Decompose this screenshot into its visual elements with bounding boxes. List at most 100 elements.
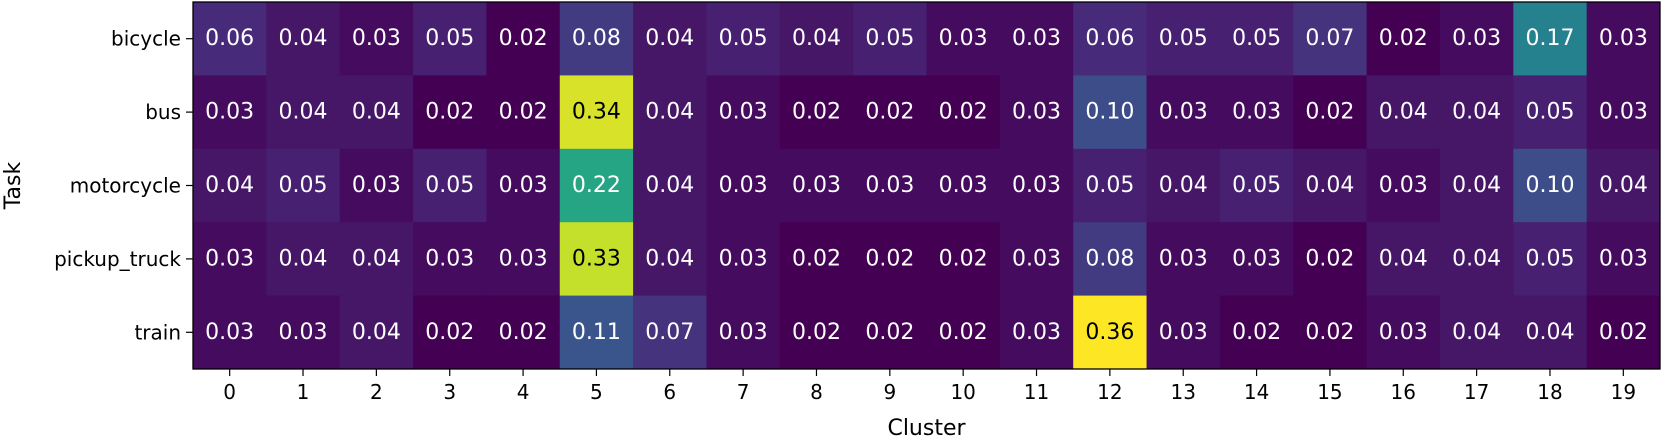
cell-value-label: 0.05: [279, 173, 328, 198]
heatmap-cell: [559, 222, 634, 297]
heatmap-cell: [486, 148, 561, 223]
heatmap-cell: [1439, 2, 1514, 76]
heatmap-cell: [1513, 148, 1588, 223]
heatmap-cell: [999, 2, 1074, 76]
cell-value-label: 0.08: [1085, 246, 1134, 271]
cell-value-label: 0.22: [572, 173, 621, 198]
cell-value-label: 0.03: [792, 173, 841, 198]
cell-value-label: 0.04: [1452, 100, 1501, 125]
cell-value-label: 0.10: [1525, 173, 1574, 198]
heatmap-cell: [1293, 75, 1368, 150]
cell-value-label: 0.04: [1159, 173, 1208, 198]
heatmap-cell: [633, 148, 707, 223]
cell-value-label: 0.03: [1012, 320, 1061, 345]
heatmap-cell: [853, 222, 927, 297]
heatmap-cell: [1366, 295, 1441, 370]
heatmap-cell: [1513, 222, 1588, 297]
x-tick-label: 15: [1317, 380, 1342, 404]
cell-value-label: 0.03: [719, 100, 768, 125]
cell-value-label: 0.04: [1379, 100, 1428, 125]
cell-value-label: 0.04: [279, 100, 328, 125]
cell-value-label: 0.04: [1305, 173, 1354, 198]
x-axis-title: Cluster: [887, 416, 966, 439]
cell-value-label: 0.02: [425, 320, 474, 345]
x-tick-label: 6: [663, 380, 676, 404]
heatmap-cell: [266, 222, 341, 297]
x-tick-label: 19: [1611, 380, 1636, 404]
heatmap-cell: [559, 75, 634, 150]
cell-value-label: 0.17: [1525, 26, 1574, 51]
cell-value-label: 0.02: [939, 246, 988, 271]
heatmap-cell: [633, 295, 707, 370]
cell-value-label: 0.05: [1159, 26, 1208, 51]
x-tick-label: 13: [1170, 380, 1195, 404]
cell-value-label: 0.04: [352, 100, 401, 125]
heatmap-cell: [413, 222, 487, 297]
cell-value-label: 0.02: [865, 246, 914, 271]
cell-value-label: 0.02: [865, 100, 914, 125]
y-tick-label: train: [134, 320, 181, 344]
heatmap-cell: [1073, 2, 1148, 76]
heatmap-cell: [1293, 2, 1368, 76]
heatmap-cell: [559, 148, 634, 223]
cell-value-label: 0.02: [939, 100, 988, 125]
heatmap-cell: [486, 2, 561, 76]
heatmap-cell: [1439, 148, 1514, 223]
cell-value-label: 0.33: [572, 246, 621, 271]
cell-value-label: 0.03: [205, 320, 254, 345]
heatmap-cell: [193, 148, 267, 223]
heatmap-cell: [706, 2, 781, 76]
heatmap-cell: [853, 2, 927, 76]
heatmap-cell: [633, 2, 707, 76]
heatmap-cell: [486, 222, 561, 297]
heatmap-cell: [1439, 222, 1514, 297]
cell-value-label: 0.02: [1232, 320, 1281, 345]
x-tick-label: 14: [1244, 380, 1269, 404]
heatmap-cell: [486, 295, 561, 370]
cell-value-label: 0.10: [1085, 100, 1134, 125]
heatmap-cell: [193, 295, 267, 370]
cell-value-label: 0.03: [1599, 26, 1648, 51]
cell-value-label: 0.03: [939, 26, 988, 51]
heatmap-cell: [193, 222, 267, 297]
heatmap-cell: [1366, 222, 1441, 297]
x-tick-label: 2: [370, 380, 383, 404]
heatmap-cell: [559, 295, 634, 370]
heatmap-cell: [1073, 75, 1148, 150]
cell-value-label: 0.03: [1379, 173, 1428, 198]
cell-value-label: 0.03: [425, 246, 474, 271]
heatmap-cell: [413, 75, 487, 150]
cell-value-label: 0.03: [719, 173, 768, 198]
heatmap-cell: [779, 148, 854, 223]
x-tick-label: 5: [590, 380, 603, 404]
heatmap-cell: [193, 75, 267, 150]
cell-value-label: 0.03: [1012, 173, 1061, 198]
heatmap-cell: [559, 2, 634, 76]
x-tick-label: 16: [1391, 380, 1416, 404]
heatmap-cell: [266, 2, 341, 76]
x-tick-label: 3: [443, 380, 456, 404]
cell-value-label: 0.03: [719, 320, 768, 345]
cell-value-label: 0.04: [645, 173, 694, 198]
heatmap-cell: [706, 75, 781, 150]
heatmap-cell: [339, 295, 414, 370]
heatmap-cell: [853, 75, 927, 150]
y-axis-title: Task: [1, 162, 26, 211]
heatmap-cell: [413, 295, 487, 370]
cell-value-label: 0.02: [1599, 320, 1648, 345]
heatmap-cell: [1586, 2, 1661, 76]
heatmap-cell: [413, 148, 487, 223]
cell-value-label: 0.02: [792, 100, 841, 125]
heatmap-cell: [1366, 2, 1441, 76]
cell-value-label: 0.03: [1012, 26, 1061, 51]
cell-value-label: 0.05: [865, 26, 914, 51]
heatmap-cell: [266, 148, 341, 223]
y-tick-label: bicycle: [111, 27, 181, 51]
cell-value-label: 0.04: [645, 246, 694, 271]
heatmap-cell: [1513, 75, 1588, 150]
heatmap-cell: [1146, 2, 1221, 76]
cell-value-label: 0.05: [1525, 100, 1574, 125]
cell-value-label: 0.04: [1452, 173, 1501, 198]
cell-value-label: 0.03: [865, 173, 914, 198]
heatmap-cell: [1219, 148, 1294, 223]
